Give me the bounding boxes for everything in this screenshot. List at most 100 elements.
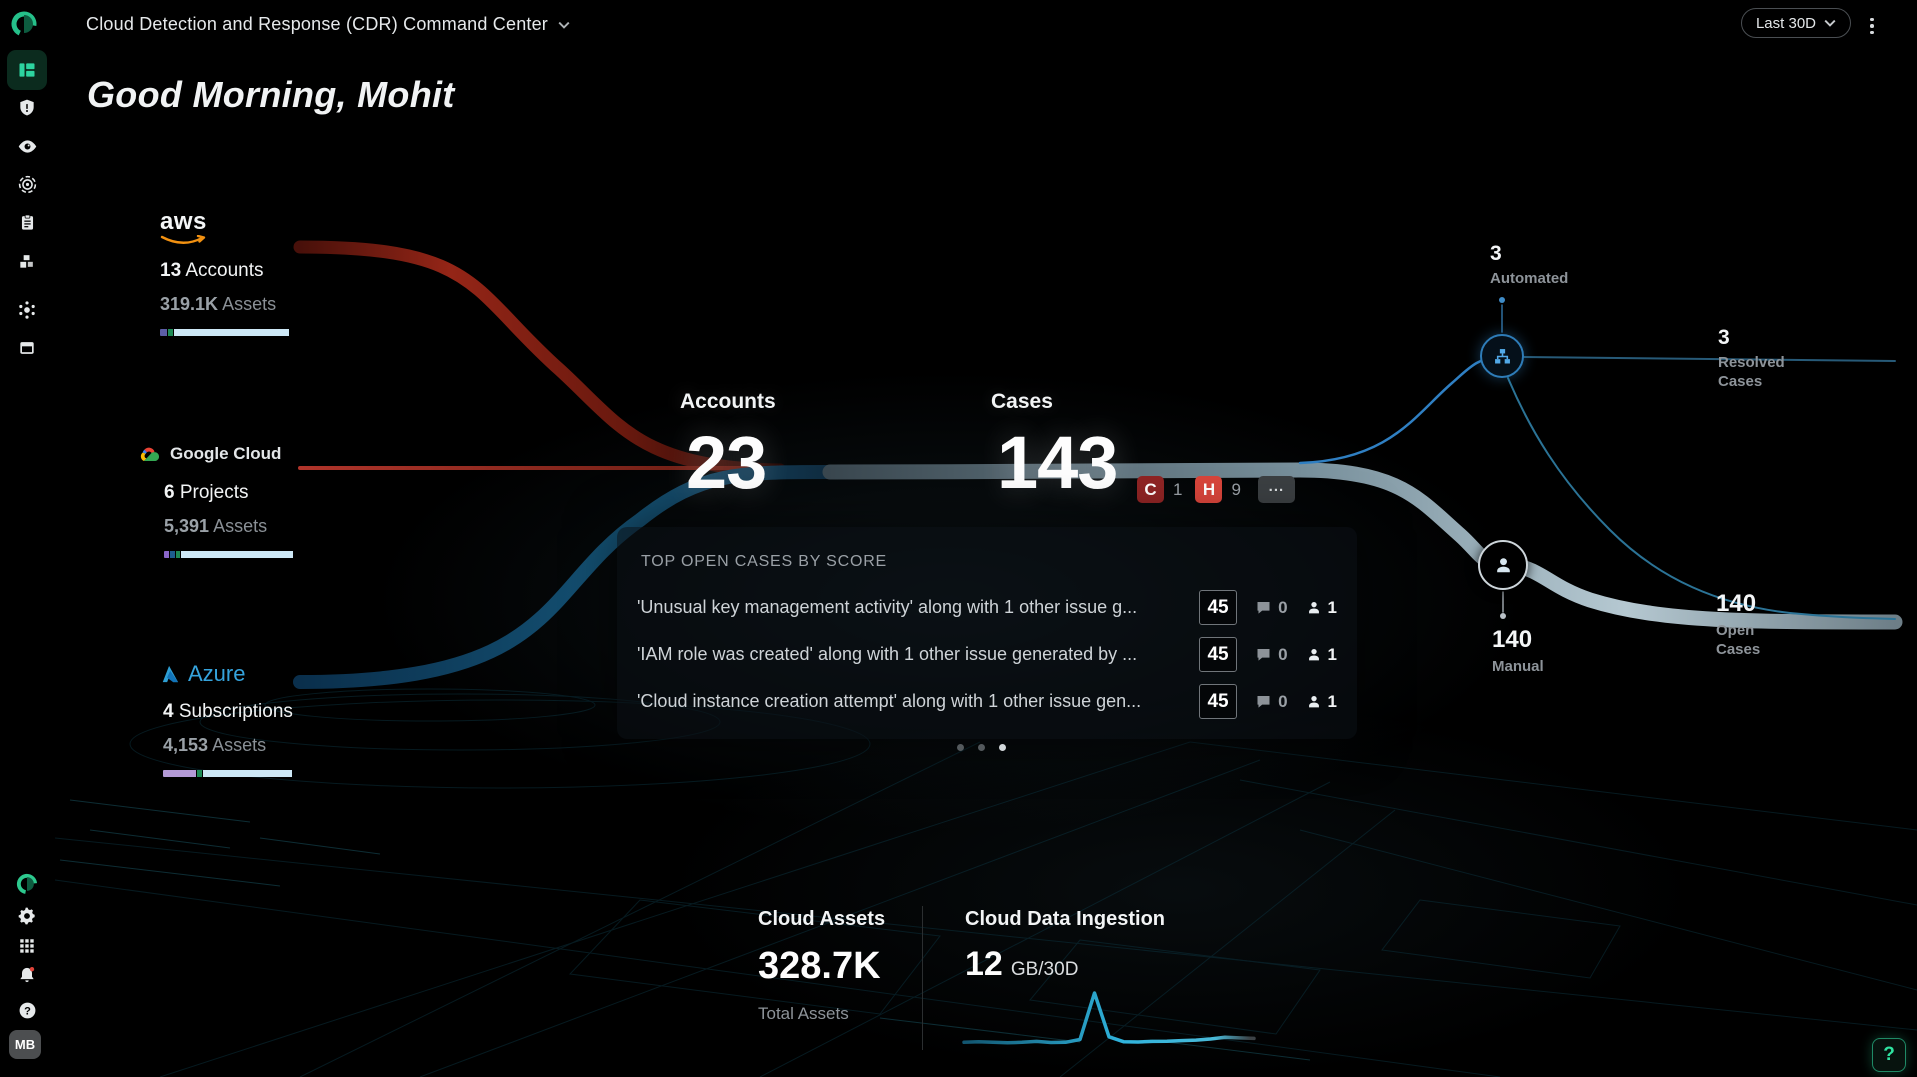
- comment-icon: [1257, 601, 1270, 614]
- sidebar-item-visibility[interactable]: [7, 126, 47, 166]
- cases-kpi-label: Cases: [991, 390, 1053, 413]
- cloud-data-ingestion-stat: Cloud Data Ingestion 12 GB/30D: [965, 908, 1165, 984]
- eye-icon: [18, 139, 36, 153]
- comment-icon: [1257, 648, 1270, 661]
- case-comments-count: 0: [1278, 691, 1288, 711]
- carousel-dots[interactable]: [957, 744, 1006, 751]
- person-icon: [1496, 557, 1510, 572]
- case-assignees-count: 1: [1327, 691, 1337, 711]
- sidebar-item-reports[interactable]: [7, 202, 47, 242]
- chevron-down-icon: [558, 21, 570, 29]
- case-comments-count: 0: [1278, 644, 1288, 664]
- automation-hierarchy-icon: [1494, 348, 1510, 363]
- sidebar-item-attack-surface[interactable]: [7, 290, 47, 330]
- sidebar-help[interactable]: ?: [7, 990, 47, 1030]
- sidebar-item-dashboard[interactable]: [7, 50, 47, 90]
- aws-assets-count: 319.1K: [160, 294, 219, 314]
- gcp-project-noun: Projects: [179, 482, 249, 503]
- automated-node[interactable]: [1480, 334, 1524, 378]
- aws-swoosh-icon: [160, 235, 206, 244]
- help-button[interactable]: ?: [1872, 1038, 1906, 1072]
- gcp-project-count: 6: [164, 482, 175, 503]
- footer-divider: [922, 906, 923, 1050]
- automated-count: 3: [1490, 242, 1502, 265]
- google-cloud-icon: [140, 447, 160, 461]
- accounts-kpi-value: 23: [686, 421, 767, 504]
- aws-account-noun: Accounts: [185, 260, 264, 281]
- gcp-assets-bar: [164, 551, 294, 558]
- azure-sub-count: 4: [163, 701, 174, 722]
- aws-logo: aws: [160, 208, 207, 235]
- aws-account-count: 13: [160, 260, 182, 281]
- assignee-icon: [1308, 601, 1319, 613]
- case-row[interactable]: 'IAM role was created' along with 1 othe…: [637, 632, 1337, 677]
- resolved-count: 3: [1718, 326, 1730, 349]
- accounts-kpi-label: Accounts: [680, 390, 776, 413]
- svg-text:?: ?: [24, 1005, 31, 1017]
- cloud-assets-value: 328.7K: [758, 945, 881, 987]
- gear-icon: [18, 907, 35, 925]
- window-icon: [20, 342, 34, 354]
- resolved-label: Resolved Cases: [1718, 354, 1785, 390]
- question-circle-icon: ?: [19, 1002, 35, 1018]
- carousel-dot[interactable]: [999, 744, 1006, 751]
- provider-card-aws[interactable]: aws 13 Accounts 319.1K Assets: [160, 210, 290, 336]
- dashboard-icon: [19, 63, 35, 77]
- clipboard-icon: [21, 214, 33, 230]
- sidebar-item-browser[interactable]: [7, 328, 47, 368]
- page-title-dropdown[interactable]: Cloud Detection and Response (CDR) Comma…: [86, 14, 570, 35]
- case-title: 'Unusual key management activity' along …: [637, 597, 1138, 617]
- bell-icon: [20, 967, 35, 983]
- background-wireframe-bright: [59, 799, 1311, 1061]
- flow-ribbons: [293, 240, 1903, 689]
- carousel-dot[interactable]: [978, 744, 985, 751]
- time-range-select[interactable]: Last 30D: [1740, 8, 1851, 38]
- case-row[interactable]: 'Cloud instance creation attempt' along …: [637, 679, 1337, 724]
- greeting-heading: Good Morning, Mohit: [87, 74, 455, 115]
- sidebar-item-detections[interactable]: [7, 164, 47, 204]
- case-assignees-count: 1: [1327, 644, 1337, 664]
- comment-icon: [1257, 695, 1270, 708]
- gcp-assets-noun: Assets: [213, 516, 268, 536]
- cortex-logo-icon: [11, 11, 37, 37]
- sidebar-notifications[interactable]: [7, 955, 47, 995]
- overflow-menu-button[interactable]: [1865, 14, 1879, 38]
- case-assignees-count: 1: [1327, 597, 1337, 617]
- gcp-assets-count: 5,391: [164, 516, 210, 536]
- case-title: 'IAM role was created' along with 1 othe…: [637, 644, 1138, 664]
- ingestion-unit: GB/30D: [1010, 959, 1079, 980]
- azure-assets-noun: Assets: [212, 735, 267, 755]
- severity-high-badge[interactable]: H: [1195, 476, 1223, 503]
- case-row[interactable]: 'Unusual key management activity' along …: [637, 585, 1337, 630]
- top-open-cases-title: TOP OPEN CASES BY SCORE: [641, 553, 888, 570]
- sidebar-item-assets[interactable]: [7, 241, 47, 281]
- severity-more-button[interactable]: ...: [1257, 476, 1295, 503]
- cases-kpi-value: 143: [997, 421, 1118, 504]
- case-score: 45: [1199, 684, 1238, 719]
- sidebar-item-alerts[interactable]: [7, 88, 47, 128]
- target-icon: [18, 175, 36, 193]
- product-ring-icon: [16, 873, 38, 895]
- ingestion-sparkline: [962, 991, 1256, 1045]
- sidebar-apps[interactable]: [7, 926, 47, 966]
- provider-card-gcp[interactable]: Google Cloud 6 Projects 5,391 Assets: [138, 444, 294, 558]
- app-logo[interactable]: [10, 10, 38, 38]
- grid-icon: [20, 939, 34, 953]
- cloud-assets-title: Cloud Assets: [758, 908, 886, 930]
- user-avatar[interactable]: MB: [9, 1030, 41, 1059]
- carousel-dot[interactable]: [957, 744, 964, 751]
- sidebar-settings[interactable]: [7, 896, 47, 936]
- provider-card-azure[interactable]: Azure 4 Subscriptions 4,153 Assets: [157, 661, 293, 777]
- azure-logo-label: Azure: [188, 661, 246, 686]
- manual-node[interactable]: [1478, 540, 1528, 590]
- assignee-icon: [1308, 648, 1319, 660]
- case-comments-count: 0: [1278, 597, 1288, 617]
- cloud-assets-stat: Cloud Assets 328.7K Total Assets: [758, 908, 885, 1024]
- open-cases-label: Open Cases: [1716, 622, 1761, 658]
- gcp-logo-label: Google Cloud: [170, 444, 282, 463]
- blocks-icon: [20, 255, 33, 268]
- sidebar-product-logo[interactable]: [7, 864, 47, 904]
- severity-critical-badge[interactable]: C: [1137, 476, 1164, 503]
- background-wireframe: [54, 688, 1917, 1077]
